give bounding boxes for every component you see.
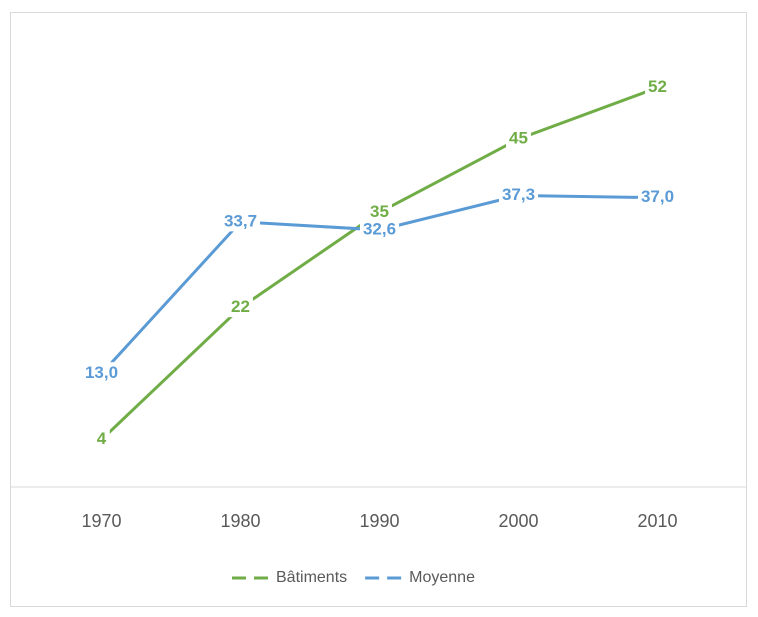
data-label-bg <box>81 362 122 384</box>
x-tick-label: 1980 <box>220 511 260 531</box>
data-label: 4 <box>97 429 107 448</box>
data-label-bg <box>93 428 110 450</box>
data-label: 13,0 <box>85 363 118 382</box>
data-label-bg <box>228 296 253 318</box>
data-label-bg <box>359 218 400 240</box>
data-label-bg <box>220 210 261 232</box>
x-tick-label: 2000 <box>498 511 538 531</box>
legend-label: Bâtiments <box>276 569 347 586</box>
data-label: 35 <box>370 202 389 221</box>
x-tick-label: 1970 <box>81 511 121 531</box>
data-label: 32,6 <box>363 219 396 238</box>
legend-label: Moyenne <box>409 569 475 586</box>
data-label: 37,3 <box>502 185 535 204</box>
data-label-bg <box>637 186 678 208</box>
x-tick-label: 1990 <box>359 511 399 531</box>
data-label-bg <box>498 183 539 205</box>
x-tick-label: 2010 <box>637 511 677 531</box>
data-label-bg <box>506 127 531 149</box>
data-label: 22 <box>231 297 250 316</box>
data-label: 33,7 <box>224 211 257 230</box>
chart-border <box>10 12 747 607</box>
data-label-bg <box>645 76 670 98</box>
data-label-bg <box>367 200 392 222</box>
data-label: 45 <box>509 128 528 147</box>
data-label: 52 <box>648 77 667 96</box>
data-label: 37,0 <box>641 187 674 206</box>
